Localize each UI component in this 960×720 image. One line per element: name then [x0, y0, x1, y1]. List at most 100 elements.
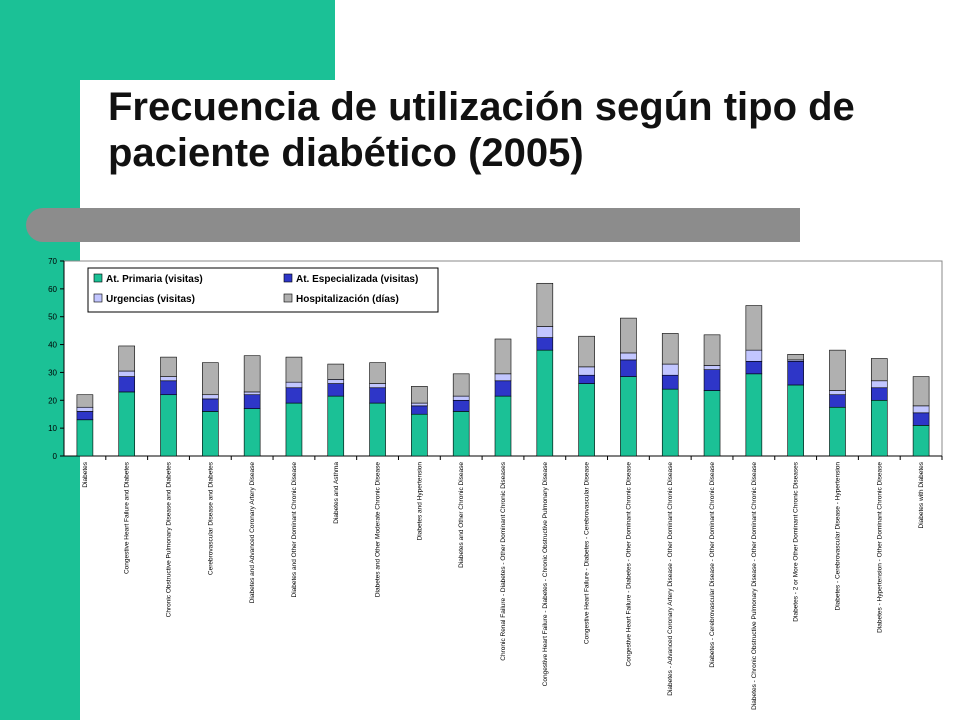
bar-segment-s3-c18	[829, 349, 846, 391]
bar-segment-s0-c12	[578, 383, 595, 457]
legend-label: At. Especializada (visitas)	[296, 274, 418, 285]
x-tick-label: Diabetes - 2 or More Other Dominant Chro…	[793, 461, 800, 621]
bar-segment-s3-c10	[494, 338, 512, 375]
y-tick-label: 70	[48, 257, 57, 266]
bar-segment-s1-c0	[76, 411, 94, 421]
x-axis-labels: Diabetes Congestive Heart Failure and Dia…	[82, 461, 925, 710]
bar-segment-s0-c13	[620, 376, 637, 457]
bar-segment-s3-c19	[870, 358, 888, 382]
y-tick-label: 60	[48, 285, 57, 294]
bar-segment-s0-c3	[202, 411, 219, 457]
bar-segment-s2-c6	[327, 379, 345, 384]
y-tick-label: 20	[48, 396, 57, 405]
bar-segment-s2-c0	[76, 406, 94, 412]
bar-segment-s1-c17	[787, 360, 804, 386]
accent-top-block	[80, 0, 335, 80]
x-tick-label: Diabetes and Advanced Coronary Artery Di…	[249, 462, 256, 604]
stacked-bar-chart: 0 10 20 30 40 50 60 70 Diabetes Congestive Heart…	[48, 257, 943, 710]
bar-segment-s0-c11	[536, 349, 554, 457]
bar-segment-s1-c3	[202, 398, 219, 412]
legend-swatch	[93, 293, 103, 303]
x-tick-label: Chronic Renal Failure - Diabetes - Other…	[500, 461, 507, 660]
legend-label: Hospitalización (días)	[296, 294, 399, 305]
bar-segment-s0-c1	[118, 391, 136, 457]
bar-segment-s3-c7	[369, 362, 386, 384]
bar-segment-s3-c1	[118, 345, 136, 372]
x-tick-label: Diabetes and Other Moderate Chronic Dise…	[375, 462, 382, 598]
bar-segment-s0-c8	[411, 413, 428, 457]
bar-segment-s2-c8	[411, 402, 428, 407]
legend: At. Primaria (visitas) At. Especializada …	[87, 267, 439, 313]
x-tick-label: Diabetes and Other Chronic Disease	[458, 462, 465, 568]
bar-segment-s1-c6	[327, 383, 345, 397]
bar-segment-s1-c10	[494, 380, 512, 397]
bar-segment-s2-c14	[661, 363, 679, 376]
y-tick-label: 30	[48, 368, 57, 377]
bar-segment-s0-c15	[703, 390, 721, 457]
legend-swatch	[93, 273, 103, 283]
x-tick-label: Diabetes	[82, 461, 89, 487]
bar-segment-s2-c5	[285, 381, 303, 389]
bar-segment-s2-c16	[745, 349, 763, 362]
bar-segment-s3-c15	[703, 334, 721, 366]
bar-segment-s3-c20	[912, 376, 930, 407]
bar-segment-s1-c1	[118, 376, 136, 393]
bar-segment-s0-c17	[787, 384, 804, 457]
bar-segment-s3-c4	[243, 355, 261, 393]
content-corner	[80, 80, 220, 220]
bar-segment-s2-c3	[202, 394, 219, 400]
bar-segment-s0-c6	[327, 395, 345, 457]
bars	[76, 282, 943, 460]
x-tick-label: Cerebrovascular Disease and Diabetes	[207, 461, 214, 575]
x-tick-label: Diabetes - Cerebrovascular Disease - Oth…	[709, 462, 716, 668]
x-tick-label: Chronic Obstructive Pulmonary Disease an…	[166, 461, 173, 617]
legend-swatch	[283, 273, 293, 283]
bar-segment-s0-c14	[661, 388, 679, 457]
x-tick-label: Diabetes - Cerebrovascular Disease - Hyp…	[834, 462, 841, 611]
bar-segment-s1-c11	[536, 337, 554, 351]
slide-title: Frecuencia de utilización según tipo de …	[108, 85, 855, 175]
bar-segment-s2-c20	[912, 405, 930, 414]
bar-segment-s0-c16	[745, 373, 763, 457]
legend-label: Urgencias (visitas)	[106, 294, 195, 305]
bar-segment-s2-c15	[703, 365, 721, 370]
bar-segment-s3-c0	[76, 394, 94, 408]
x-tick-label: Diabetes with Diabetes	[918, 461, 925, 528]
bar-segment-s3-c14	[661, 333, 679, 365]
bar-segment-s1-c8	[411, 405, 428, 415]
bar-segment-s0-c0	[76, 419, 94, 457]
bar-segment-s0-c7	[369, 402, 386, 457]
legend-swatch	[283, 293, 293, 303]
bar-segment-s3-c17	[787, 354, 804, 361]
x-tick-label: Diabetes and Asthma	[333, 462, 340, 524]
bar-segment-s2-c7	[369, 383, 386, 389]
bar-segment-s1-c14	[661, 374, 679, 390]
y-tick-label: 50	[48, 313, 57, 322]
bar-segment-s2-c18	[829, 390, 846, 396]
bar-segment-s1-c19	[870, 387, 888, 401]
y-tick-label: 40	[48, 341, 57, 350]
bar-segment-s2-c9	[452, 395, 470, 401]
y-tick-label: 0	[53, 452, 58, 461]
bar-segment-s0-c5	[285, 402, 303, 457]
bar-segment-s3-c11	[536, 282, 554, 327]
bar-segment-s3-c2	[160, 356, 177, 377]
bar-segment-s2-c19	[870, 380, 888, 389]
bar-segment-s3-c13	[620, 317, 637, 354]
bar-segment-s0-c18	[829, 406, 846, 457]
x-tick-label: Congestive Heart Failure - Diabetes - Ot…	[625, 462, 632, 667]
bar-segment-s3-c5	[285, 356, 303, 383]
bar-segment-s2-c13	[620, 352, 637, 361]
legend-label: At. Primaria (visitas)	[106, 274, 203, 285]
y-axis-ticks: 0 10 20 30 40 50 60 70	[48, 257, 64, 461]
bar-segment-s3-c16	[745, 305, 763, 351]
x-tick-label: Congestive Heart Failure and Diabetes	[124, 461, 131, 574]
bar-segment-s3-c9	[452, 373, 470, 397]
x-tick-label: Diabetes - Hypertension - Other Dominant…	[876, 462, 883, 633]
x-tick-label: Diabetes - Chronic Obstructive Pulmonary…	[751, 462, 758, 710]
y-tick-label: 10	[48, 424, 57, 433]
bar-segment-s2-c12	[578, 366, 595, 376]
bar-segment-s2-c1	[118, 370, 136, 377]
bar-segment-s1-c15	[703, 369, 721, 391]
bar-segment-s0-c20	[912, 425, 930, 457]
